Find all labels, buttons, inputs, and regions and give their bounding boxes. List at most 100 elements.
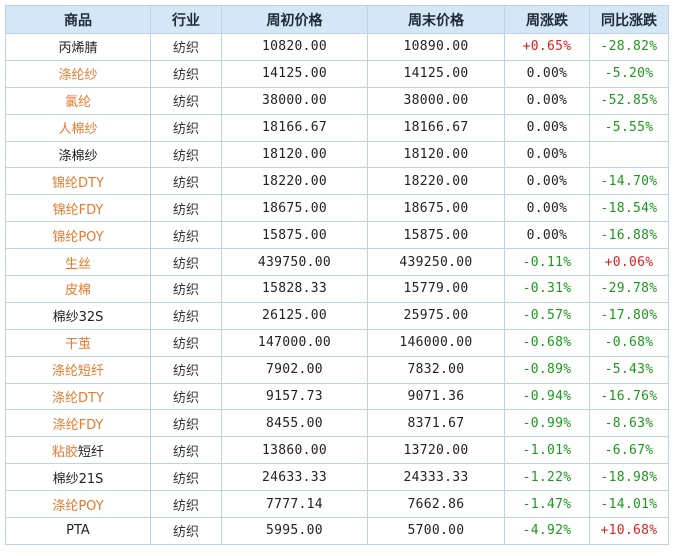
commodity-link[interactable]: 氯纶: [64, 95, 91, 111]
commodity-link[interactable]: 涤纶POY: [52, 498, 104, 514]
end-price-cell: 18220.00: [367, 167, 505, 196]
start-price-cell: 18220.00: [221, 167, 368, 196]
table-row: 涤棉纱 纺织 18120.00 18120.00 0.00%: [5, 140, 669, 169]
industry-cell: 纺织: [150, 409, 222, 438]
commodity-name-cell: 涤纶短纤: [5, 355, 151, 384]
week-change-cell: -0.99%: [504, 409, 590, 438]
week-change-cell: 0.00%: [504, 86, 590, 115]
table-row: 皮棉 纺织 15828.33 15779.00 -0.31% -29.78%: [5, 275, 669, 303]
week-change-cell: -0.31%: [504, 275, 590, 303]
commodity-link[interactable]: 生丝: [64, 256, 91, 272]
commodity-name-cell: 人棉纱: [5, 113, 151, 142]
yoy-change-cell: -16.88%: [589, 221, 669, 250]
commodity-link[interactable]: 涤纶短纤: [51, 364, 104, 380]
week-change-cell: -0.57%: [504, 301, 590, 330]
commodity-link[interactable]: 干茧: [64, 337, 91, 353]
commodity-name-cell: PTA: [5, 517, 151, 545]
industry-cell: 纺织: [150, 194, 222, 223]
commodity-link[interactable]: 锦纶DTY: [52, 175, 104, 191]
commodity-link[interactable]: 锦纶FDY: [52, 202, 104, 218]
commodity-link[interactable]: 人棉纱: [58, 122, 98, 138]
start-price-cell: 14125.00: [221, 59, 368, 88]
commodity-name-cell: 棉纱32S: [5, 301, 151, 330]
commodity-link[interactable]: 涤纶FDY: [52, 417, 104, 433]
end-price-cell: 18120.00: [367, 140, 505, 169]
week-change-cell: 0.00%: [504, 140, 590, 169]
start-price-cell: 38000.00: [221, 86, 368, 115]
commodity-name-cell: 涤纶纱: [5, 59, 151, 88]
yoy-change-cell: +10.68%: [589, 517, 669, 545]
yoy-change-cell: -5.20%: [589, 59, 669, 88]
commodity-name-cell: 丙烯腈: [5, 33, 151, 61]
commodity-link[interactable]: 粘胶: [51, 444, 78, 460]
week-change-cell: -0.68%: [504, 328, 590, 357]
table-row: 锦纶POY 纺织 15875.00 15875.00 0.00% -16.88%: [5, 221, 669, 250]
yoy-change-cell: -5.55%: [589, 113, 669, 142]
start-price-cell: 8455.00: [221, 409, 368, 438]
start-price-cell: 13860.00: [221, 436, 368, 465]
start-price-cell: 18120.00: [221, 140, 368, 169]
end-price-cell: 8371.67: [367, 409, 505, 438]
table-row: 涤纶短纤 纺织 7902.00 7832.00 -0.89% -5.43%: [5, 355, 669, 384]
industry-cell: 纺织: [150, 248, 222, 277]
week-change-cell: -0.89%: [504, 355, 590, 384]
table-row: 涤纶纱 纺织 14125.00 14125.00 0.00% -5.20%: [5, 59, 669, 88]
week-change-cell: 0.00%: [504, 113, 590, 142]
commodity-link[interactable]: 皮棉: [64, 283, 91, 299]
start-price-cell: 15828.33: [221, 275, 368, 303]
end-price-cell: 18675.00: [367, 194, 505, 223]
week-change-cell: +0.65%: [504, 33, 590, 61]
commodity-name-cell: 涤纶POY: [5, 490, 151, 519]
end-price-cell: 10890.00: [367, 33, 505, 61]
yoy-change-cell: -14.70%: [589, 167, 669, 196]
commodity-name-cell: 锦纶POY: [5, 221, 151, 250]
industry-cell: 纺织: [150, 301, 222, 330]
industry-cell: 纺织: [150, 113, 222, 142]
yoy-change-cell: [589, 140, 669, 169]
commodity-name-cell: 粘胶短纤: [5, 436, 151, 465]
commodity-name-cell: 涤纶DTY: [5, 382, 151, 411]
end-price-cell: 15875.00: [367, 221, 505, 250]
yoy-change-cell: -28.82%: [589, 33, 669, 61]
commodity-name-cell: 涤纶FDY: [5, 409, 151, 438]
end-price-cell: 13720.00: [367, 436, 505, 465]
start-price-cell: 7902.00: [221, 355, 368, 384]
commodity-link[interactable]: 涤纶DTY: [52, 391, 104, 407]
start-price-cell: 147000.00: [221, 328, 368, 357]
commodity-name-cell: 皮棉: [5, 275, 151, 303]
commodity-price-table: 商品 行业 周初价格 周末价格 周涨跌 同比涨跌 丙烯腈 纺织 10820.00 10…: [5, 5, 669, 545]
week-change-cell: 0.00%: [504, 221, 590, 250]
table-row: 涤纶DTY 纺织 9157.73 9071.36 -0.94% -16.76%: [5, 382, 669, 411]
header-commodity: 商品: [5, 5, 151, 34]
header-yoy-change: 同比涨跌: [589, 5, 669, 34]
commodity-name-text: 棉纱32S: [52, 310, 104, 326]
start-price-cell: 5995.00: [221, 517, 368, 545]
end-price-cell: 15779.00: [367, 275, 505, 303]
header-start-price: 周初价格: [221, 5, 368, 34]
end-price-cell: 9071.36: [367, 382, 505, 411]
commodity-name-cell: 氯纶: [5, 86, 151, 115]
commodity-name-cell: 生丝: [5, 248, 151, 277]
commodity-link[interactable]: 涤纶纱: [58, 68, 98, 84]
commodity-name-text: 短纤: [78, 444, 105, 460]
industry-cell: 纺织: [150, 59, 222, 88]
industry-cell: 纺织: [150, 436, 222, 465]
industry-cell: 纺织: [150, 490, 222, 519]
commodity-link[interactable]: 锦纶POY: [52, 229, 104, 245]
yoy-change-cell: -8.63%: [589, 409, 669, 438]
end-price-cell: 439250.00: [367, 248, 505, 277]
table-row: 锦纶DTY 纺织 18220.00 18220.00 0.00% -14.70%: [5, 167, 669, 196]
table-row: 丙烯腈 纺织 10820.00 10890.00 +0.65% -28.82%: [5, 33, 669, 61]
week-change-cell: -0.94%: [504, 382, 590, 411]
end-price-cell: 5700.00: [367, 517, 505, 545]
start-price-cell: 439750.00: [221, 248, 368, 277]
end-price-cell: 7662.86: [367, 490, 505, 519]
commodity-name-text: PTA: [66, 523, 90, 539]
commodity-name-cell: 涤棉纱: [5, 140, 151, 169]
start-price-cell: 7777.14: [221, 490, 368, 519]
industry-cell: 纺织: [150, 86, 222, 115]
start-price-cell: 24633.33: [221, 463, 368, 492]
end-price-cell: 38000.00: [367, 86, 505, 115]
table-row: 涤纶POY 纺织 7777.14 7662.86 -1.47% -14.01%: [5, 490, 669, 519]
week-change-cell: -1.01%: [504, 436, 590, 465]
